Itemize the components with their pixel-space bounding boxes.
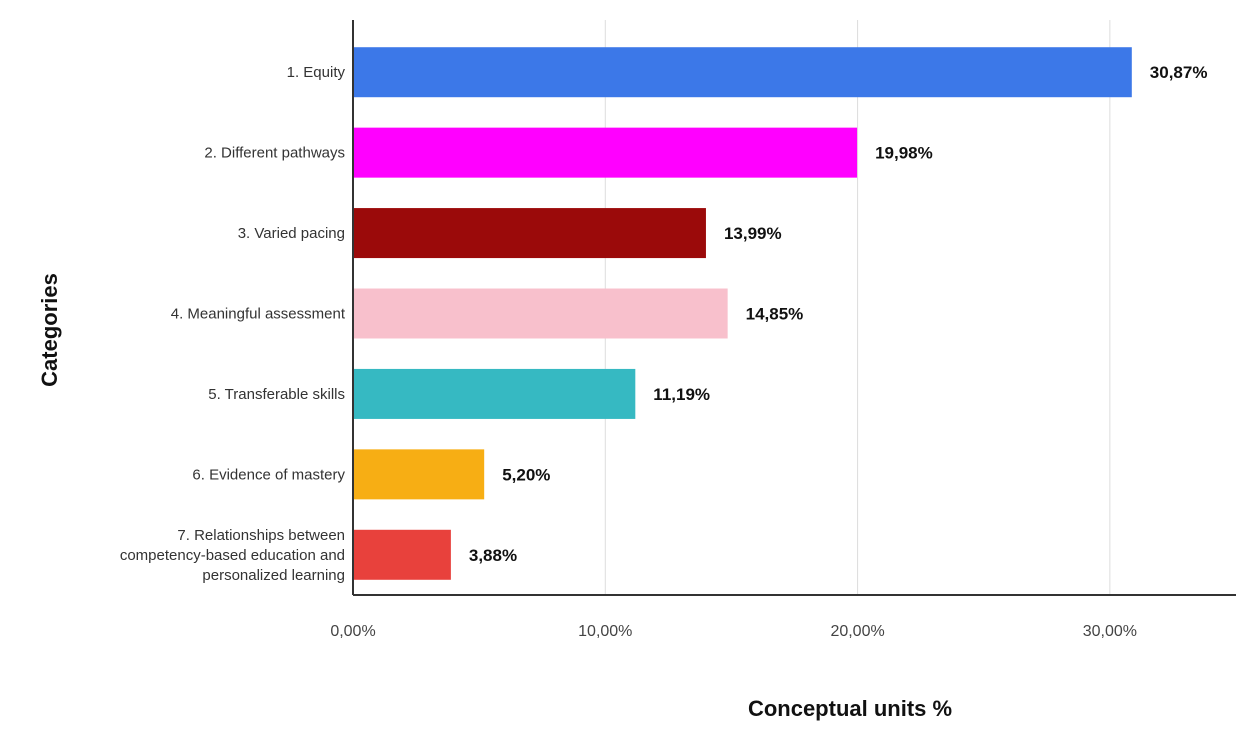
bar-value-label: 3,88% [469,546,517,565]
x-tick-label: 20,00% [830,623,884,640]
category-label: 5. Transferable skills [208,386,345,403]
bar [353,529,451,580]
x-tick-label: 10,00% [578,623,632,640]
x-tick-label: 0,00% [330,623,375,640]
bar [353,208,706,259]
category-label: personalized learning [202,567,345,584]
label-layer: 0,00% 10,00% 20,00% 30,00% 30,87% 1. Equity 19… [120,63,1208,640]
bar-value-label: 30,87% [1150,63,1208,82]
category-label: 7. Relationships between [177,527,345,544]
category-label: 2. Different pathways [204,145,345,162]
y-axis-title: Categories [37,273,62,387]
category-label: competency-based education and [120,547,345,564]
bar [353,47,1132,98]
bar-value-label: 14,85% [746,305,804,324]
category-label: 4. Meaningful assessment [171,306,346,323]
bar-value-label: 11,19% [653,385,710,404]
axis-layer [352,20,1236,596]
bar [353,288,728,339]
bar-value-label: 19,98% [875,144,933,163]
bar-value-label: 13,99% [724,224,782,243]
bar [353,127,858,178]
bar-layer [353,47,1132,580]
category-label: 1. Equity [287,64,346,81]
bar-value-label: 5,20% [502,465,550,484]
bar [353,368,636,419]
bar [353,449,485,500]
category-label: 3. Varied pacing [238,225,345,242]
x-tick-label: 30,00% [1083,623,1137,640]
x-axis-title: Conceptual units % [748,696,952,721]
category-label: 6. Evidence of mastery [192,466,345,483]
